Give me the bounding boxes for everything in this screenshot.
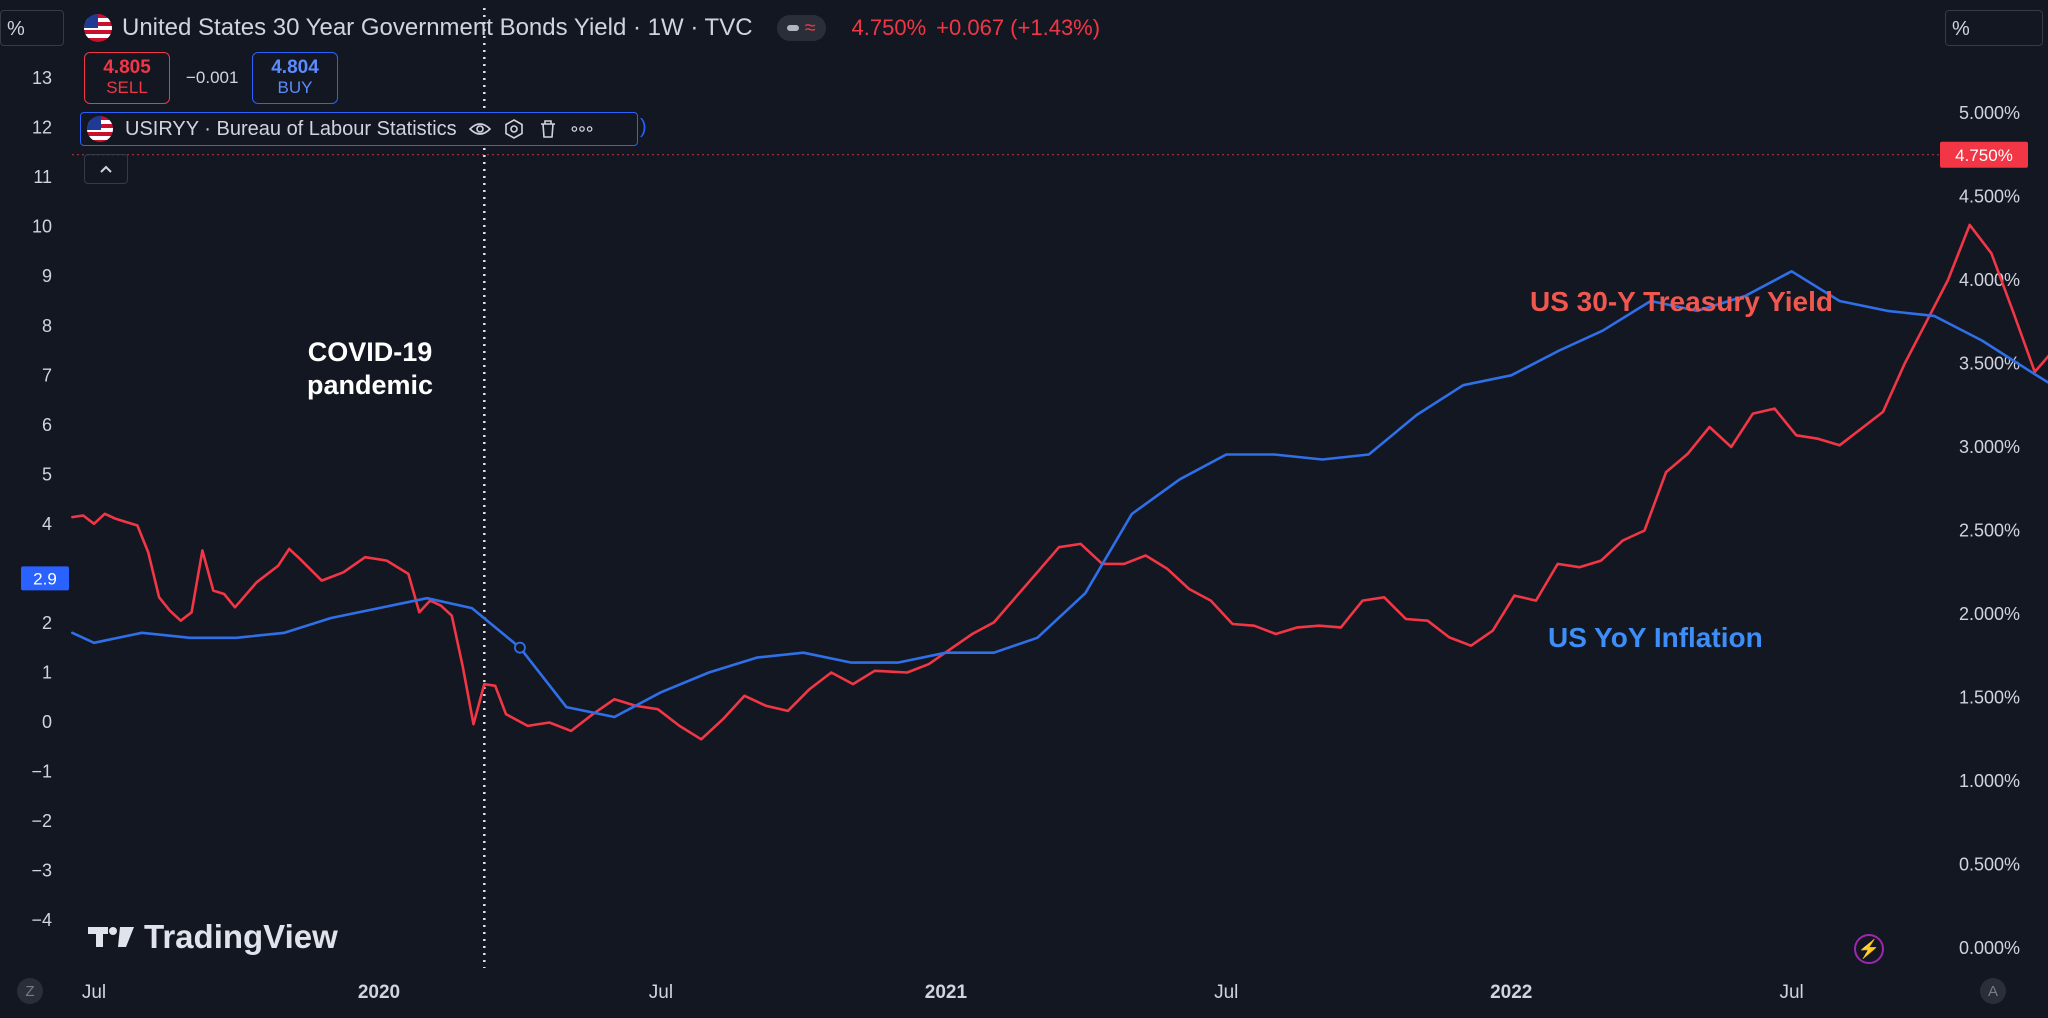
y-left-tick-label: 12 xyxy=(32,118,52,138)
covid-annotation-line2: pandemic xyxy=(306,370,434,400)
x-tick-label: 2020 xyxy=(358,982,400,1003)
y-right-tick-label: 0.000% xyxy=(1959,938,2020,958)
minus-icon xyxy=(786,25,799,31)
x-tick-label: Jul xyxy=(1779,982,1803,1003)
more-icon[interactable] xyxy=(571,118,593,140)
x-tick-label: Jul xyxy=(649,982,673,1003)
inflation-point-marker xyxy=(514,641,526,654)
y-left-tick-label: 1 xyxy=(42,662,52,682)
y-left-tick-label: 5 xyxy=(42,464,52,484)
yield-last-value-label: 4.750% xyxy=(1955,146,2013,165)
y-right-tick-label: 0.500% xyxy=(1959,855,2020,875)
y-left-tick-label: 13 xyxy=(32,68,52,88)
y-right-tick-label: 4.500% xyxy=(1959,187,2020,207)
covid-annotation-line1: COVID-19 xyxy=(307,337,433,367)
x-tick-label: 2021 xyxy=(925,982,968,1003)
y-right-tick-label: 2.000% xyxy=(1959,604,2020,624)
axes-layer: 13121110987654210−1−2−3−45.000%4.500%4.0… xyxy=(31,68,2020,1003)
y-right-tick-label: 5.000% xyxy=(1959,103,2020,123)
sell-button[interactable]: 4.805 SELL xyxy=(84,52,170,104)
y-right-tick-label: 4.000% xyxy=(1959,270,2020,290)
sell-label: SELL xyxy=(106,78,148,97)
treasury-yield-annotation: US 30-Y Treasury Yield xyxy=(1530,286,1833,317)
last-value: 4.750% xyxy=(851,15,927,40)
yield-last-value-badge xyxy=(1940,141,2028,168)
lightning-icon[interactable]: ⚡ xyxy=(1854,934,1884,964)
y-left-tick-label: 10 xyxy=(32,217,52,237)
collapse-legend-button[interactable] xyxy=(84,154,128,184)
y-right-tick-label: 1.500% xyxy=(1959,688,2020,708)
brand-text: TradingView xyxy=(144,918,338,955)
buy-price: 4.804 xyxy=(271,57,319,78)
y-left-tick-label: −4 xyxy=(31,910,52,930)
left-unit-label: % xyxy=(7,18,25,40)
y-left-tick-label: 7 xyxy=(42,365,52,385)
y-left-tick-label: −2 xyxy=(31,811,52,831)
y-right-tick-label: 2.500% xyxy=(1959,521,2020,541)
y-right-tick-label: 3.500% xyxy=(1959,354,2020,374)
chevron-up-icon xyxy=(100,165,112,173)
x-tick-label: Jul xyxy=(1214,982,1238,1003)
value-labels-layer: 2.9 4.750% xyxy=(21,141,2028,591)
y-left-tick-label: 11 xyxy=(33,167,52,187)
y-right-tick-label: 3.000% xyxy=(1959,437,2020,457)
series-legend-title: USIRYY · Bureau of Labour Statistics xyxy=(125,117,457,140)
spread-value: −0.001 xyxy=(186,68,239,87)
y-left-tick-label: 4 xyxy=(42,514,52,534)
inflation-last-value-badge xyxy=(21,566,69,591)
y-left-tick-label: −1 xyxy=(31,762,52,782)
x-tick-label: 2022 xyxy=(1490,982,1532,1003)
auto-scale-button[interactable]: A xyxy=(1980,978,2006,1004)
buy-label: BUY xyxy=(277,78,313,97)
eye-icon[interactable] xyxy=(468,118,491,140)
settings-icon[interactable] xyxy=(503,118,525,140)
y-left-tick-label: 6 xyxy=(42,415,52,435)
right-unit-label: % xyxy=(1952,18,1970,40)
right-unit-box[interactable]: % xyxy=(1945,10,2043,46)
legend-tail: ) xyxy=(640,116,647,138)
yield-series-line xyxy=(71,223,2048,741)
y-left-tick-label: 2 xyxy=(42,613,52,633)
y-left-tick-label: 0 xyxy=(42,712,52,732)
us-flag-icon xyxy=(87,116,113,142)
timezone-button[interactable]: Z xyxy=(17,978,43,1004)
buy-button[interactable]: 4.804 BUY xyxy=(252,52,338,104)
symbol-title[interactable]: United States 30 Year Government Bonds Y… xyxy=(122,14,753,41)
inflation-series-line xyxy=(71,270,2048,719)
y-right-tick-label: 1.000% xyxy=(1959,771,2020,791)
us-flag-icon xyxy=(84,14,112,42)
y-left-tick-label: 8 xyxy=(42,316,52,336)
inflation-annotation: US YoY Inflation xyxy=(1548,622,1763,653)
covid-annotation: COVID-19 pandemic xyxy=(250,336,490,402)
series-layer xyxy=(71,223,2048,741)
symbol-header: United States 30 Year Government Bonds Y… xyxy=(84,10,1100,46)
sell-price: 4.805 xyxy=(103,57,151,78)
wave-icon: ≈ xyxy=(804,17,816,39)
y-left-tick-label: 9 xyxy=(42,266,52,286)
left-unit-box[interactable]: % xyxy=(0,10,64,46)
series-legend-row[interactable]: USIRYY · Bureau of Labour Statistics xyxy=(80,112,638,146)
price-change: +0.067 (+1.43%) xyxy=(936,15,1101,40)
inflation-last-value-label: 2.9 xyxy=(33,569,57,588)
tradingview-logo-icon xyxy=(88,927,134,947)
tradingview-logo: TradingView xyxy=(88,918,338,956)
x-tick-label: Jul xyxy=(82,982,106,1003)
series-toggle-pill[interactable]: ≈ xyxy=(776,15,826,41)
y-left-tick-label: −3 xyxy=(31,861,52,881)
trash-icon[interactable] xyxy=(537,118,559,140)
